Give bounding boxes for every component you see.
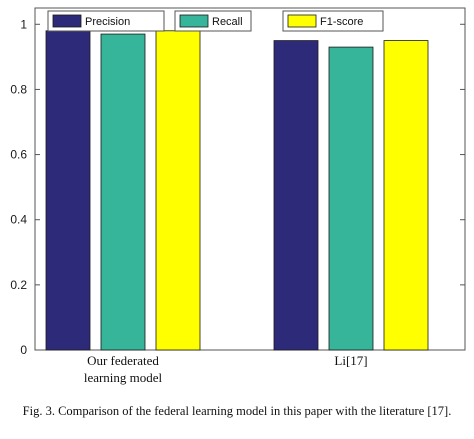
y-tick-label: 0.2 bbox=[10, 278, 27, 292]
plot-area bbox=[34, 7, 466, 351]
y-tick-label: 0 bbox=[20, 343, 27, 357]
legend-label: Precision bbox=[85, 16, 130, 28]
bar-precision-0 bbox=[45, 30, 91, 351]
bar-f1-score-0 bbox=[155, 30, 201, 351]
bar-chart: 0 0.2 0.4 0.6 0.8 1 Our federated learning mod… bbox=[10, 7, 466, 385]
legend-label: F1-score bbox=[320, 16, 363, 28]
bar-series bbox=[45, 30, 429, 351]
legend-swatch bbox=[52, 14, 82, 28]
legend-swatch bbox=[287, 14, 317, 28]
bar-recall-1 bbox=[328, 46, 374, 351]
bar-f1-score-1 bbox=[383, 40, 429, 351]
bar-precision-1 bbox=[273, 40, 319, 351]
x-category-label: Li[17] bbox=[334, 353, 367, 368]
x-axis-labels: Our federated learning model Li[17] bbox=[84, 353, 368, 385]
legend-swatch bbox=[179, 14, 209, 28]
bar-recall-0 bbox=[100, 33, 146, 351]
y-tick-label: 0.4 bbox=[10, 213, 27, 227]
legend: Precision Recall F1-score bbox=[47, 10, 384, 32]
x-category-label: Our federated learning model bbox=[84, 353, 163, 385]
y-axis: 0 0.2 0.4 0.6 0.8 1 bbox=[10, 17, 465, 357]
y-tick-label: 0.8 bbox=[10, 82, 27, 96]
figure-caption: Fig. 3. Comparison of the federal learni… bbox=[22, 404, 452, 418]
y-tick-label: 0.6 bbox=[10, 148, 27, 162]
y-tick-label: 1 bbox=[20, 17, 27, 31]
legend-label: Recall bbox=[212, 16, 243, 28]
